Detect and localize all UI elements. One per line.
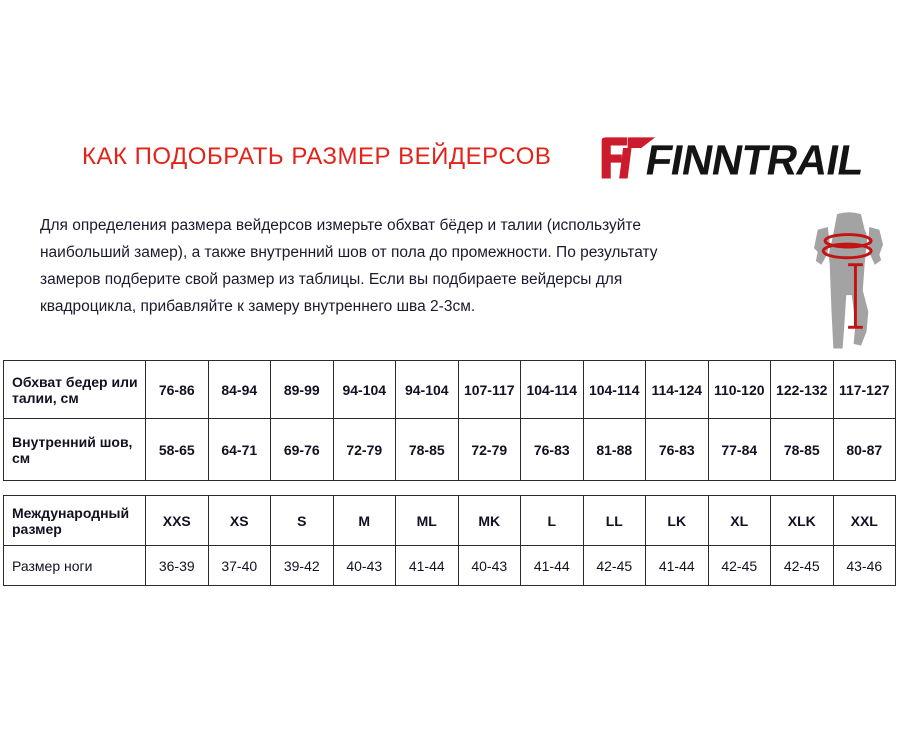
svg-text:FINNTRAIL: FINNTRAIL <box>642 137 866 184</box>
